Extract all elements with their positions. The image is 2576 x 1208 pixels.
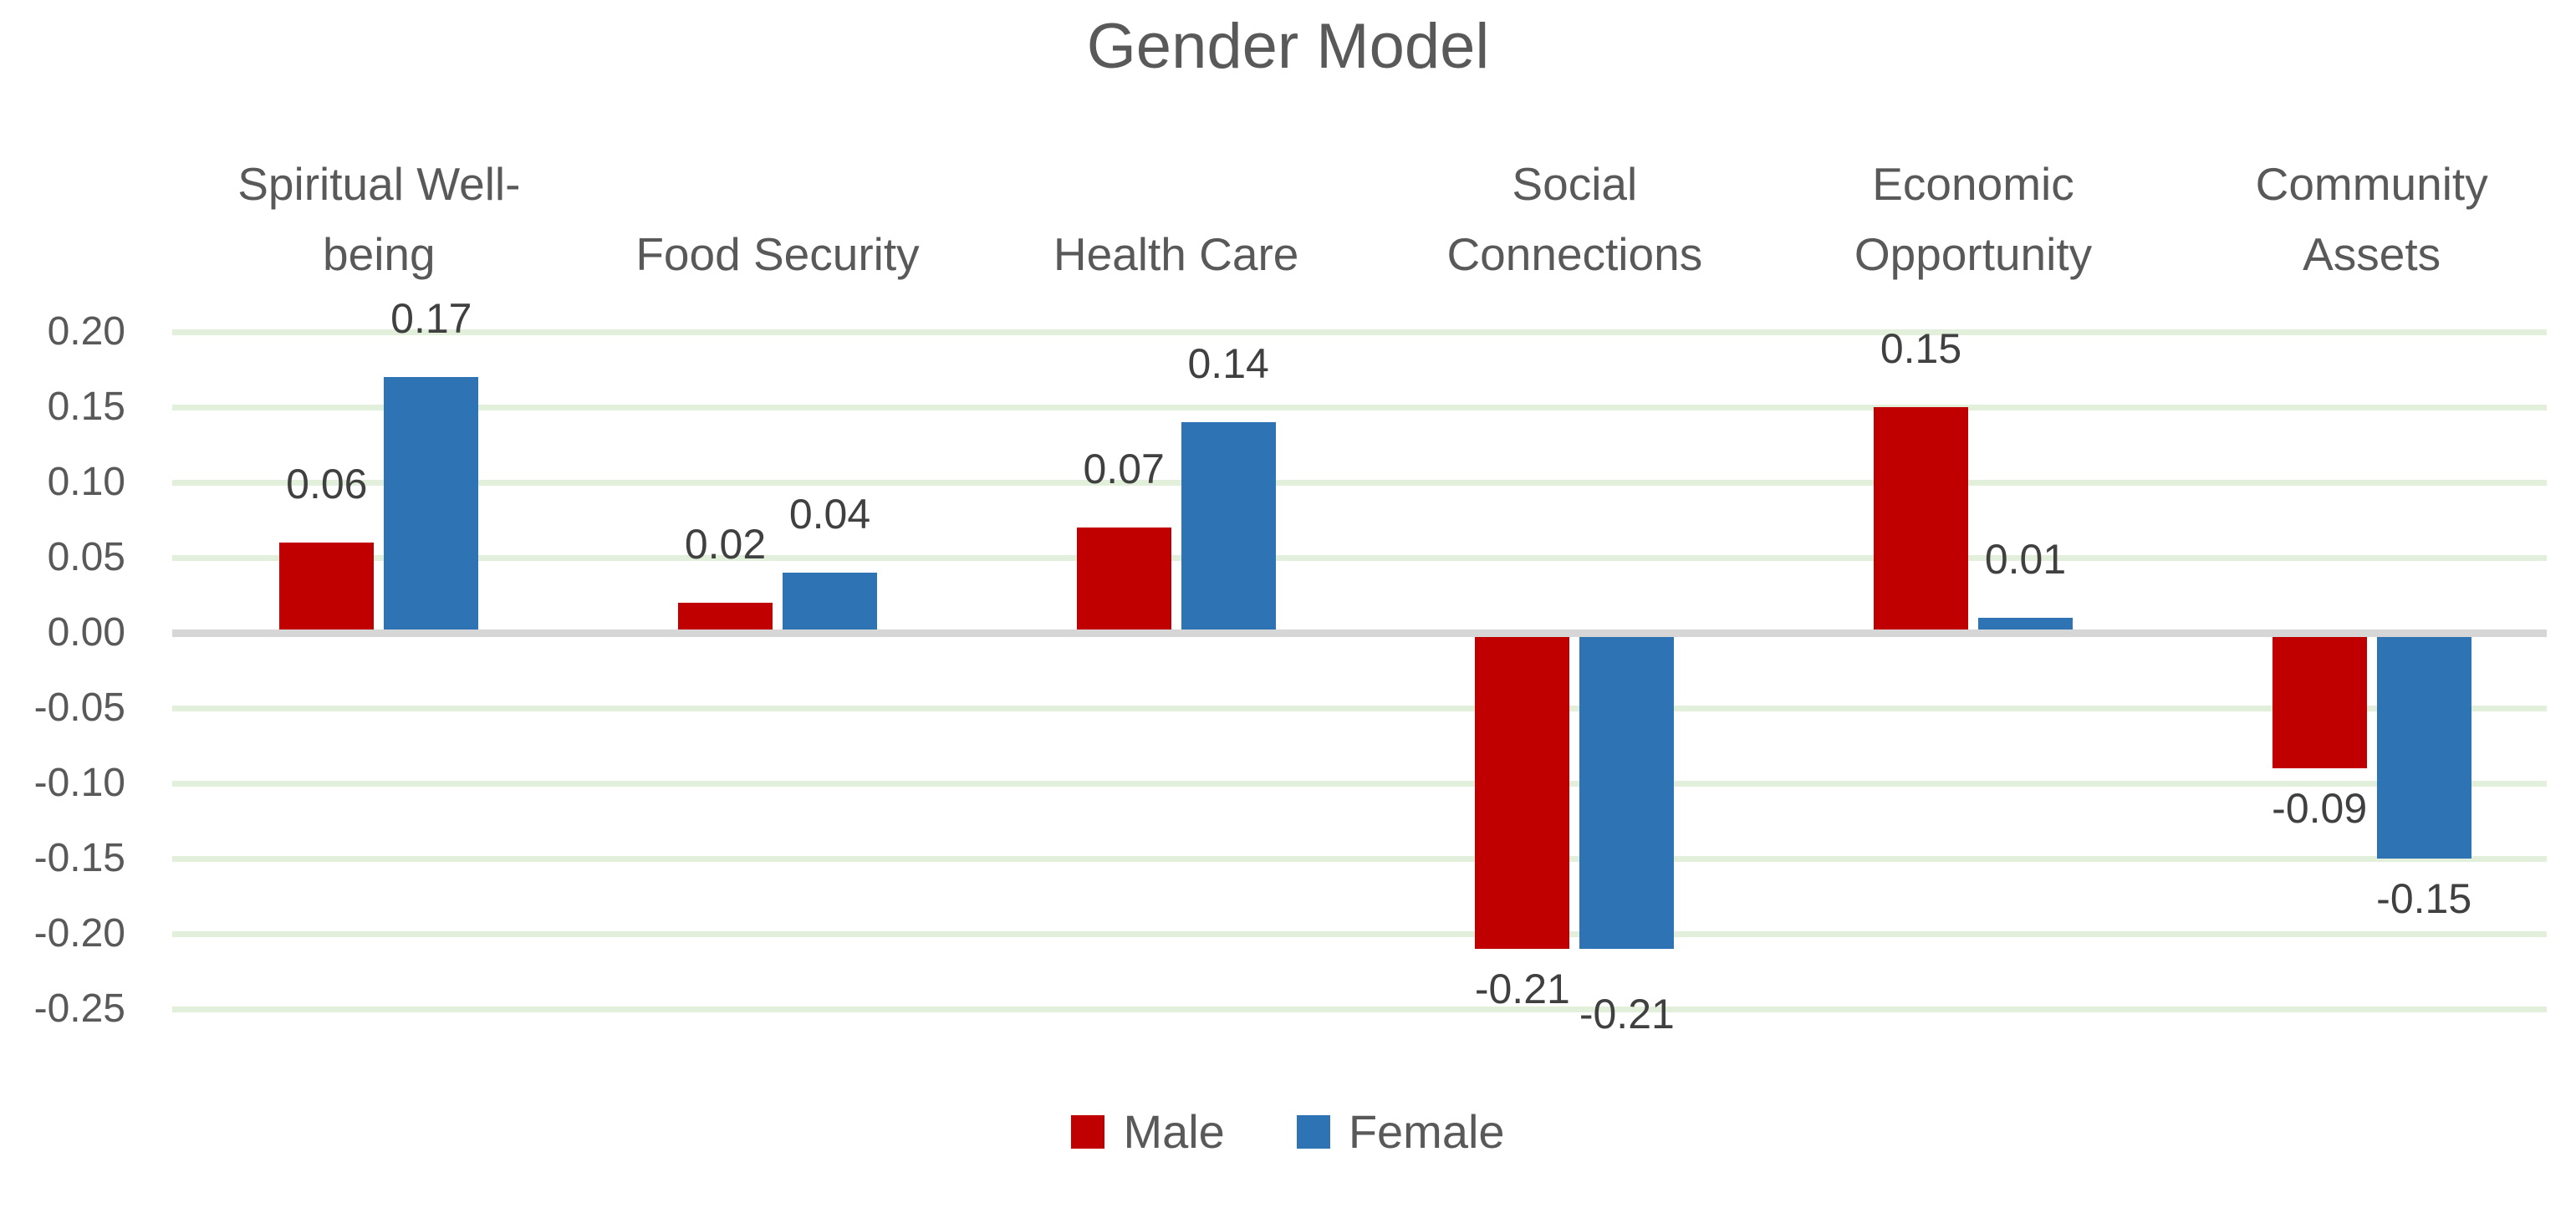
- data-label-male-2: 0.07: [1083, 446, 1165, 492]
- gridline: [172, 405, 2547, 410]
- y-axis-tick-label: -0.05: [33, 686, 125, 730]
- y-axis-tick-label: 0.00: [47, 610, 125, 655]
- bar-female-2: [1181, 422, 1276, 633]
- y-axis-tick-label: -0.15: [33, 836, 125, 880]
- y-axis-tick-label: 0.05: [47, 535, 125, 579]
- gridline: [172, 706, 2547, 711]
- bar-male-1: [678, 603, 773, 633]
- y-axis-tick-label: 0.10: [47, 460, 125, 504]
- y-axis-tick-label: 0.20: [47, 309, 125, 354]
- category-label: Community Assets: [2255, 158, 2488, 280]
- bar-female-3: [1579, 633, 1675, 949]
- category-label: Health Care: [1053, 228, 1299, 280]
- data-label-female-2: 0.14: [1187, 340, 1269, 387]
- data-label-female-3: -0.21: [1579, 991, 1675, 1037]
- data-label-male-1: 0.02: [684, 521, 767, 568]
- chart-title: Gender Model: [1086, 11, 1490, 82]
- gridline: [172, 931, 2547, 937]
- y-axis-tick-label: -0.25: [33, 986, 125, 1031]
- legend-swatch-male: [1071, 1115, 1105, 1149]
- bar-female-4: [1978, 618, 2073, 633]
- data-label-male-4: 0.15: [1880, 325, 1962, 372]
- gridline: [172, 1007, 2547, 1012]
- category-label: Food Security: [635, 228, 920, 280]
- y-axis-tick-label: 0.15: [47, 385, 125, 429]
- category-label: Social Connections: [1446, 158, 1703, 280]
- gridline: [172, 555, 2547, 561]
- y-axis-tick-label: -0.10: [33, 761, 125, 805]
- category-label: Spiritual Well-being: [237, 158, 521, 280]
- bar-male-4: [1874, 407, 1968, 633]
- legend-label-male: Male: [1123, 1105, 1225, 1158]
- legend-swatch-female: [1296, 1115, 1330, 1149]
- bar-female-0: [384, 377, 479, 633]
- legend-label-female: Female: [1348, 1105, 1505, 1158]
- gridline: [172, 329, 2547, 335]
- bar-male-5: [2272, 633, 2367, 768]
- data-label-male-0: 0.06: [286, 461, 368, 507]
- legend-item-female: Female: [1296, 1105, 1505, 1159]
- data-label-female-0: 0.17: [390, 295, 472, 342]
- y-axis-tick-label: -0.20: [33, 911, 125, 956]
- bar-male-3: [1475, 633, 1570, 949]
- gridline: [172, 781, 2547, 787]
- data-label-male-3: -0.21: [1474, 966, 1570, 1012]
- bar-male-2: [1076, 528, 1171, 633]
- category-label: Economic Opportunity: [1854, 158, 2093, 280]
- bar-male-0: [279, 543, 375, 633]
- data-label-male-5: -0.09: [2272, 785, 2368, 832]
- gridline: [172, 856, 2547, 862]
- data-label-female-4: 0.01: [1984, 536, 2067, 583]
- legend-item-male: Male: [1071, 1105, 1225, 1159]
- bar-female-5: [2376, 633, 2471, 859]
- data-label-female-5: -0.15: [2376, 875, 2472, 922]
- legend: Male Female: [0, 1105, 2576, 1159]
- data-label-female-1: 0.04: [788, 491, 871, 538]
- zero-axis-line: [172, 629, 2547, 637]
- gridline: [172, 480, 2547, 486]
- bar-female-1: [783, 573, 877, 633]
